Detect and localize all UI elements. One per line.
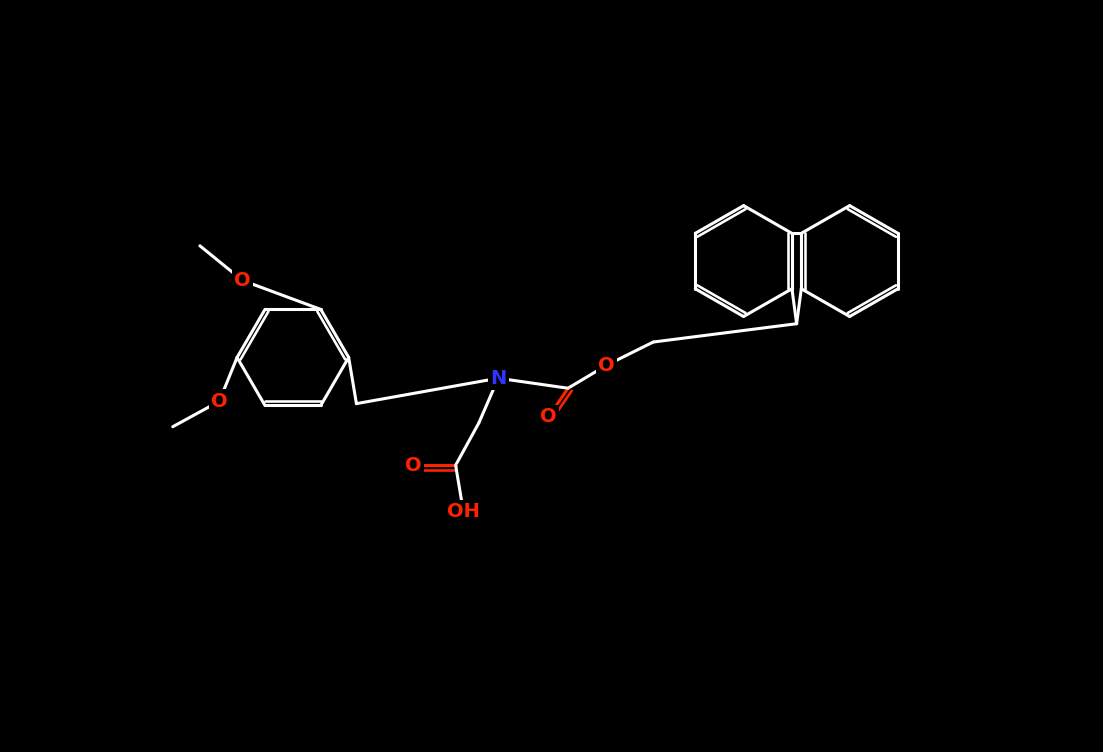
Text: O: O (405, 456, 421, 475)
Text: O: O (211, 392, 227, 411)
Text: N: N (490, 368, 506, 388)
Text: O: O (599, 356, 615, 374)
Text: O: O (234, 271, 250, 290)
Text: OH: OH (447, 502, 480, 521)
Text: O: O (540, 408, 557, 426)
